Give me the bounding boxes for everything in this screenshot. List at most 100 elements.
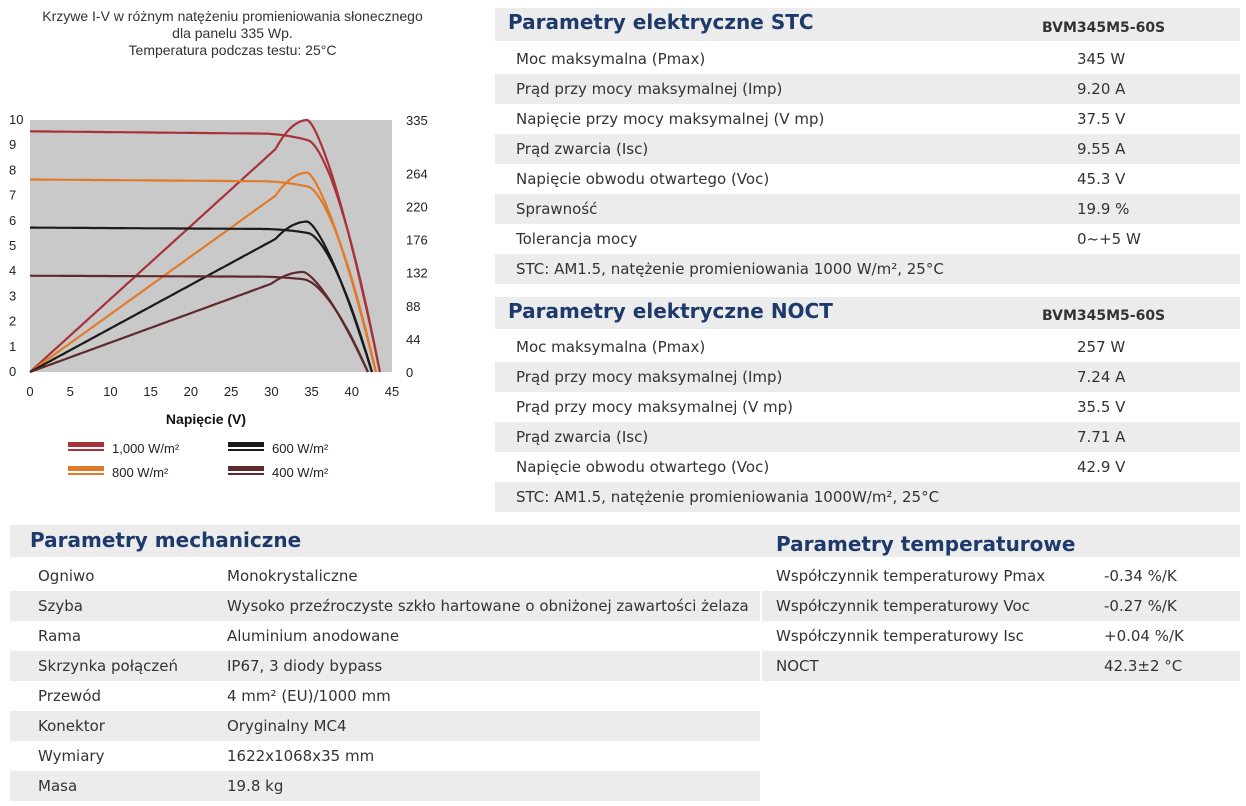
- row-label: Prąd zwarcia (Isc): [516, 140, 649, 158]
- chart-title: Krzywe I-V w różnym natężeniu promieniow…: [0, 8, 465, 59]
- row-label: Masa: [38, 777, 78, 795]
- legend-label: 1,000 W/m²: [112, 441, 180, 456]
- row-label: Moc maksymalna (Pmax): [516, 338, 706, 356]
- row-label: Tolerancja mocy: [516, 230, 638, 248]
- row-label: Prąd przy mocy maksymalnej (Imp): [516, 368, 783, 386]
- y-right-tick-label: 132: [406, 266, 428, 281]
- y-left-tick-label: 4: [9, 263, 16, 278]
- legend-swatch: [228, 449, 264, 451]
- row-value: 19.9 %: [1077, 200, 1130, 218]
- temp-table: Współczynnik temperaturowy Pmax -0.34 %/K…: [762, 561, 1240, 681]
- y-left-tick-label: 5: [9, 238, 16, 253]
- noct-header-band: [495, 297, 1240, 329]
- y-left-tick-label: 10: [9, 112, 23, 127]
- x-tick-label: 40: [345, 384, 359, 399]
- row-value: Wysoko przeźroczyste szkło hartowane o o…: [227, 597, 749, 615]
- y-right-tick-label: 264: [406, 166, 428, 181]
- row-value: Oryginalny MC4: [227, 717, 347, 735]
- table-row: Współczynnik temperaturowy Pmax -0.34 %/K: [762, 561, 1240, 591]
- table-row: Wymiary 1622x1068x35 mm: [10, 741, 760, 771]
- row-value: 257 W: [1077, 338, 1126, 356]
- iv-curve-chart: Krzywe I-V w różnym natężeniu promieniow…: [0, 0, 490, 520]
- chart-plot: 0 5 10 15 20 25 30 35 40 450123456789100448813217…: [9, 112, 428, 480]
- pv-curve-line: [29, 171, 377, 373]
- stc-title: Parametry elektryczne STC: [508, 10, 814, 34]
- noct-model-label: BVM345M5-60S: [1042, 308, 1166, 324]
- row-label: STC: AM1.5, natężenie promieniowania 100…: [516, 260, 944, 278]
- y-left-tick-label: 9: [9, 137, 16, 152]
- table-row: Skrzynka połączeń IP67, 3 diody bypass: [10, 651, 760, 681]
- table-row: NOCT 42.3±2 °C: [762, 651, 1240, 681]
- row-label: Skrzynka połączeń: [38, 657, 179, 675]
- x-tick-label: 10: [103, 384, 117, 399]
- table-row: Prąd przy mocy maksymalnej (Imp) 9.20 A: [495, 74, 1240, 104]
- row-label: Sprawność: [516, 200, 598, 218]
- x-tick-label: 45: [385, 384, 399, 399]
- y-right-tick-label: 335: [406, 113, 428, 128]
- mech-table: Ogniwo Monokrystaliczne Szyba Wysoko przeźr…: [10, 561, 760, 801]
- legend-swatch: [68, 466, 104, 471]
- x-tick-label: 25: [224, 384, 238, 399]
- row-label: Przewód: [38, 687, 102, 705]
- x-tick-label: 20: [184, 384, 198, 399]
- row-value: 42.9 V: [1077, 458, 1126, 476]
- row-label: Współczynnik temperaturowy Voc: [776, 597, 1030, 615]
- noct-table: Moc maksymalna (Pmax) 257 W Prąd przy mocy…: [495, 332, 1240, 512]
- row-value: 35.5 V: [1077, 398, 1126, 416]
- pv-curve-line: [29, 270, 369, 374]
- table-row: STC: AM1.5, natężenie promieniowania 100…: [495, 254, 1240, 284]
- x-tick-label: 5: [67, 384, 74, 399]
- row-value: 0~+5 W: [1077, 230, 1141, 248]
- pv-curve-line: [29, 118, 381, 373]
- table-row: Sprawność 19.9 %: [495, 194, 1240, 224]
- row-value: Aluminium anodowane: [227, 627, 400, 645]
- iv-curve-line: [30, 178, 377, 373]
- mech-header-band: [10, 525, 1240, 557]
- iv-curve-line: [30, 274, 369, 373]
- x-axis-label: Napięcie (V): [166, 411, 246, 427]
- y-left-tick-label: 8: [9, 162, 16, 177]
- table-row: Masa 19.8 kg: [10, 771, 760, 801]
- table-row: Prąd przy mocy maksymalnej (V mp) 35.5 V: [495, 392, 1240, 422]
- row-value: IP67, 3 diody bypass: [227, 657, 383, 675]
- legend-label: 400 W/m²: [272, 465, 329, 480]
- table-row: Współczynnik temperaturowy Voc -0.27 %/K: [762, 591, 1240, 621]
- y-right-tick-label: 176: [406, 233, 428, 248]
- row-label: Prąd zwarcia (Isc): [516, 428, 649, 446]
- y-right-tick-label: 88: [406, 299, 420, 314]
- row-value: 37.5 V: [1077, 110, 1126, 128]
- stc-model-label: BVM345M5-60S: [1042, 20, 1166, 36]
- x-tick-label: 30: [264, 384, 278, 399]
- y-left-tick-label: 0: [9, 364, 16, 379]
- table-row: Napięcie obwodu otwartego (Voc) 45.3 V: [495, 164, 1240, 194]
- table-row: Tolerancja mocy 0~+5 W: [495, 224, 1240, 254]
- row-value: -0.34 %/K: [1104, 567, 1177, 585]
- row-label: Moc maksymalna (Pmax): [516, 50, 706, 68]
- table-row: Przewód 4 mm² (EU)/1000 mm: [10, 681, 760, 711]
- y-left-tick-label: 7: [9, 188, 16, 203]
- table-row: STC: AM1.5, natężenie promieniowania 100…: [495, 482, 1240, 512]
- row-label: Współczynnik temperaturowy Isc: [776, 627, 1024, 645]
- row-value: 4 mm² (EU)/1000 mm: [227, 687, 391, 705]
- legend-swatch: [228, 473, 264, 475]
- y-right-tick-label: 44: [406, 332, 420, 347]
- legend-swatch: [228, 442, 264, 447]
- iv-curve-line: [29, 130, 381, 373]
- table-row: Konektor Oryginalny MC4: [10, 711, 760, 741]
- row-value: 9.20 A: [1077, 80, 1126, 98]
- row-label: Konektor: [38, 717, 105, 735]
- table-row: Moc maksymalna (Pmax) 345 W: [495, 44, 1240, 74]
- row-label: Napięcie obwodu otwartego (Voc): [516, 458, 770, 476]
- chart-title-line: Temperatura podczas testu: 25°C: [128, 42, 337, 58]
- table-row: Szyba Wysoko przeźroczyste szkło hartowan…: [10, 591, 760, 621]
- x-tick-label: 35: [304, 384, 318, 399]
- legend-swatch: [68, 442, 104, 447]
- x-tick-label: 15: [143, 384, 157, 399]
- y-left-tick-label: 3: [9, 288, 16, 303]
- row-label: Napięcie przy mocy maksymalnej (V mp): [516, 110, 825, 128]
- row-label: Współczynnik temperaturowy Pmax: [776, 567, 1046, 585]
- mech-title: Parametry mechaniczne: [30, 528, 302, 552]
- table-row: Współczynnik temperaturowy Isc +0.04 %/K: [762, 621, 1240, 651]
- y-left-tick-label: 1: [9, 339, 16, 354]
- x-tick-label: 0: [26, 384, 33, 399]
